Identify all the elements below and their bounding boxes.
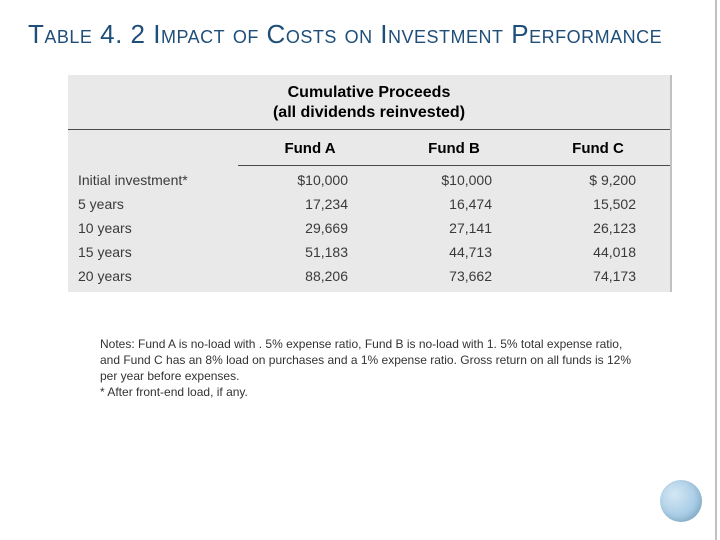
decorative-circle-icon	[660, 480, 702, 522]
notes-block: Notes: Fund A is no-load with . 5% expen…	[100, 336, 636, 401]
right-guide-line	[715, 0, 717, 540]
row-label: 10 years	[68, 214, 238, 238]
table-cell: 44,018	[526, 238, 670, 262]
table-cell: 73,662	[382, 262, 526, 286]
table-cell: 26,123	[526, 214, 670, 238]
table-header-line1: Cumulative Proceeds	[68, 83, 670, 103]
table-cell: 51,183	[238, 238, 382, 262]
col-head-fund-a: Fund A	[238, 134, 382, 166]
table-cell: 17,234	[238, 190, 382, 214]
table-header: Cumulative Proceeds (all dividends reinv…	[68, 83, 670, 130]
table-cell: 27,141	[382, 214, 526, 238]
table-cell: 15,502	[526, 190, 670, 214]
table-cell: 16,474	[382, 190, 526, 214]
row-label: 15 years	[68, 238, 238, 262]
table-header-line2: (all dividends reinvested)	[68, 103, 670, 123]
col-head-fund-c: Fund C	[526, 134, 670, 166]
slide-title: Table 4. 2 Impact of Costs on Investment…	[0, 0, 720, 51]
table-cell: 74,173	[526, 262, 670, 286]
notes-footnote: * After front-end load, if any.	[100, 384, 636, 400]
table-cell: $ 9,200	[526, 166, 670, 190]
table-cell: 88,206	[238, 262, 382, 286]
row-label: 20 years	[68, 262, 238, 286]
notes-body: Notes: Fund A is no-load with . 5% expen…	[100, 336, 636, 385]
table-body: Fund A Fund B Fund C Initial investment*…	[68, 130, 670, 286]
col-head-fund-b: Fund B	[382, 134, 526, 166]
table-cell: 44,713	[382, 238, 526, 262]
proceeds-table: Cumulative Proceeds (all dividends reinv…	[68, 75, 672, 292]
col-head-blank	[68, 134, 238, 166]
table-cell: $10,000	[238, 166, 382, 190]
row-label: 5 years	[68, 190, 238, 214]
table-cell: $10,000	[382, 166, 526, 190]
row-label: Initial investment*	[68, 166, 238, 190]
table-cell: 29,669	[238, 214, 382, 238]
